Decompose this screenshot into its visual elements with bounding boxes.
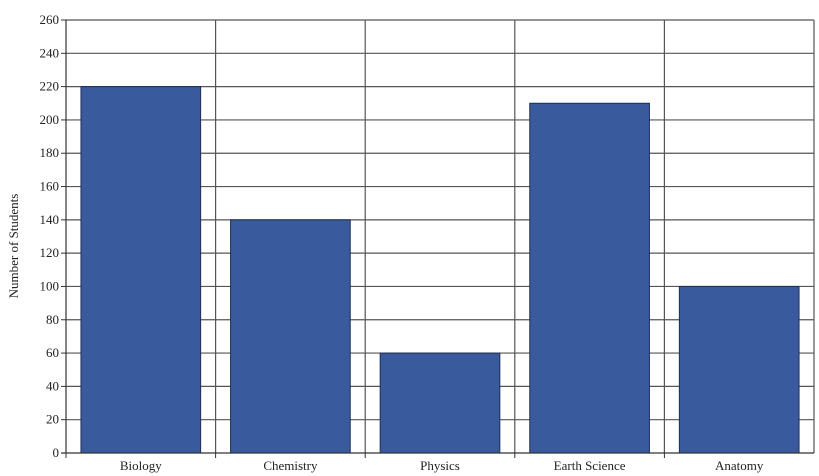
y-tick-label: 20 [46, 412, 59, 427]
y-tick-label: 100 [40, 278, 60, 293]
y-tick-label: 0 [53, 445, 60, 460]
y-tick-label: 40 [46, 378, 59, 393]
y-tick-label: 240 [40, 45, 60, 60]
bar-earth-science [529, 102, 650, 454]
y-tick-label: 200 [40, 112, 60, 127]
bar-physics [379, 352, 501, 454]
axes [61, 19, 814, 458]
bar-chemistry [230, 219, 351, 454]
y-tick-label: 60 [46, 345, 59, 360]
x-category-label: Biology [120, 458, 162, 473]
y-tick-label: 160 [40, 179, 60, 194]
y-tick-label: 220 [40, 79, 60, 94]
y-tick-label: 80 [46, 312, 59, 327]
x-category-label: Anatomy [715, 458, 764, 473]
y-axis-title: Number of Students [6, 194, 21, 299]
x-category-labels: Biology Chemistry Physics Earth Science Anat… [120, 458, 764, 473]
y-tick-label: 140 [40, 212, 60, 227]
bar-anatomy [678, 285, 800, 454]
y-tick-labels: 0 20 40 60 80 100 120 140 160 180 200 220 240 260 [40, 12, 60, 460]
x-category-label: Earth Science [554, 458, 626, 473]
bar-biology [80, 86, 202, 454]
x-category-label: Chemistry [263, 458, 318, 473]
y-tick-label: 180 [40, 145, 60, 160]
bars [80, 86, 800, 454]
x-category-label: Physics [420, 458, 460, 473]
y-tick-label: 260 [40, 12, 60, 27]
y-tick-label: 120 [40, 245, 60, 260]
